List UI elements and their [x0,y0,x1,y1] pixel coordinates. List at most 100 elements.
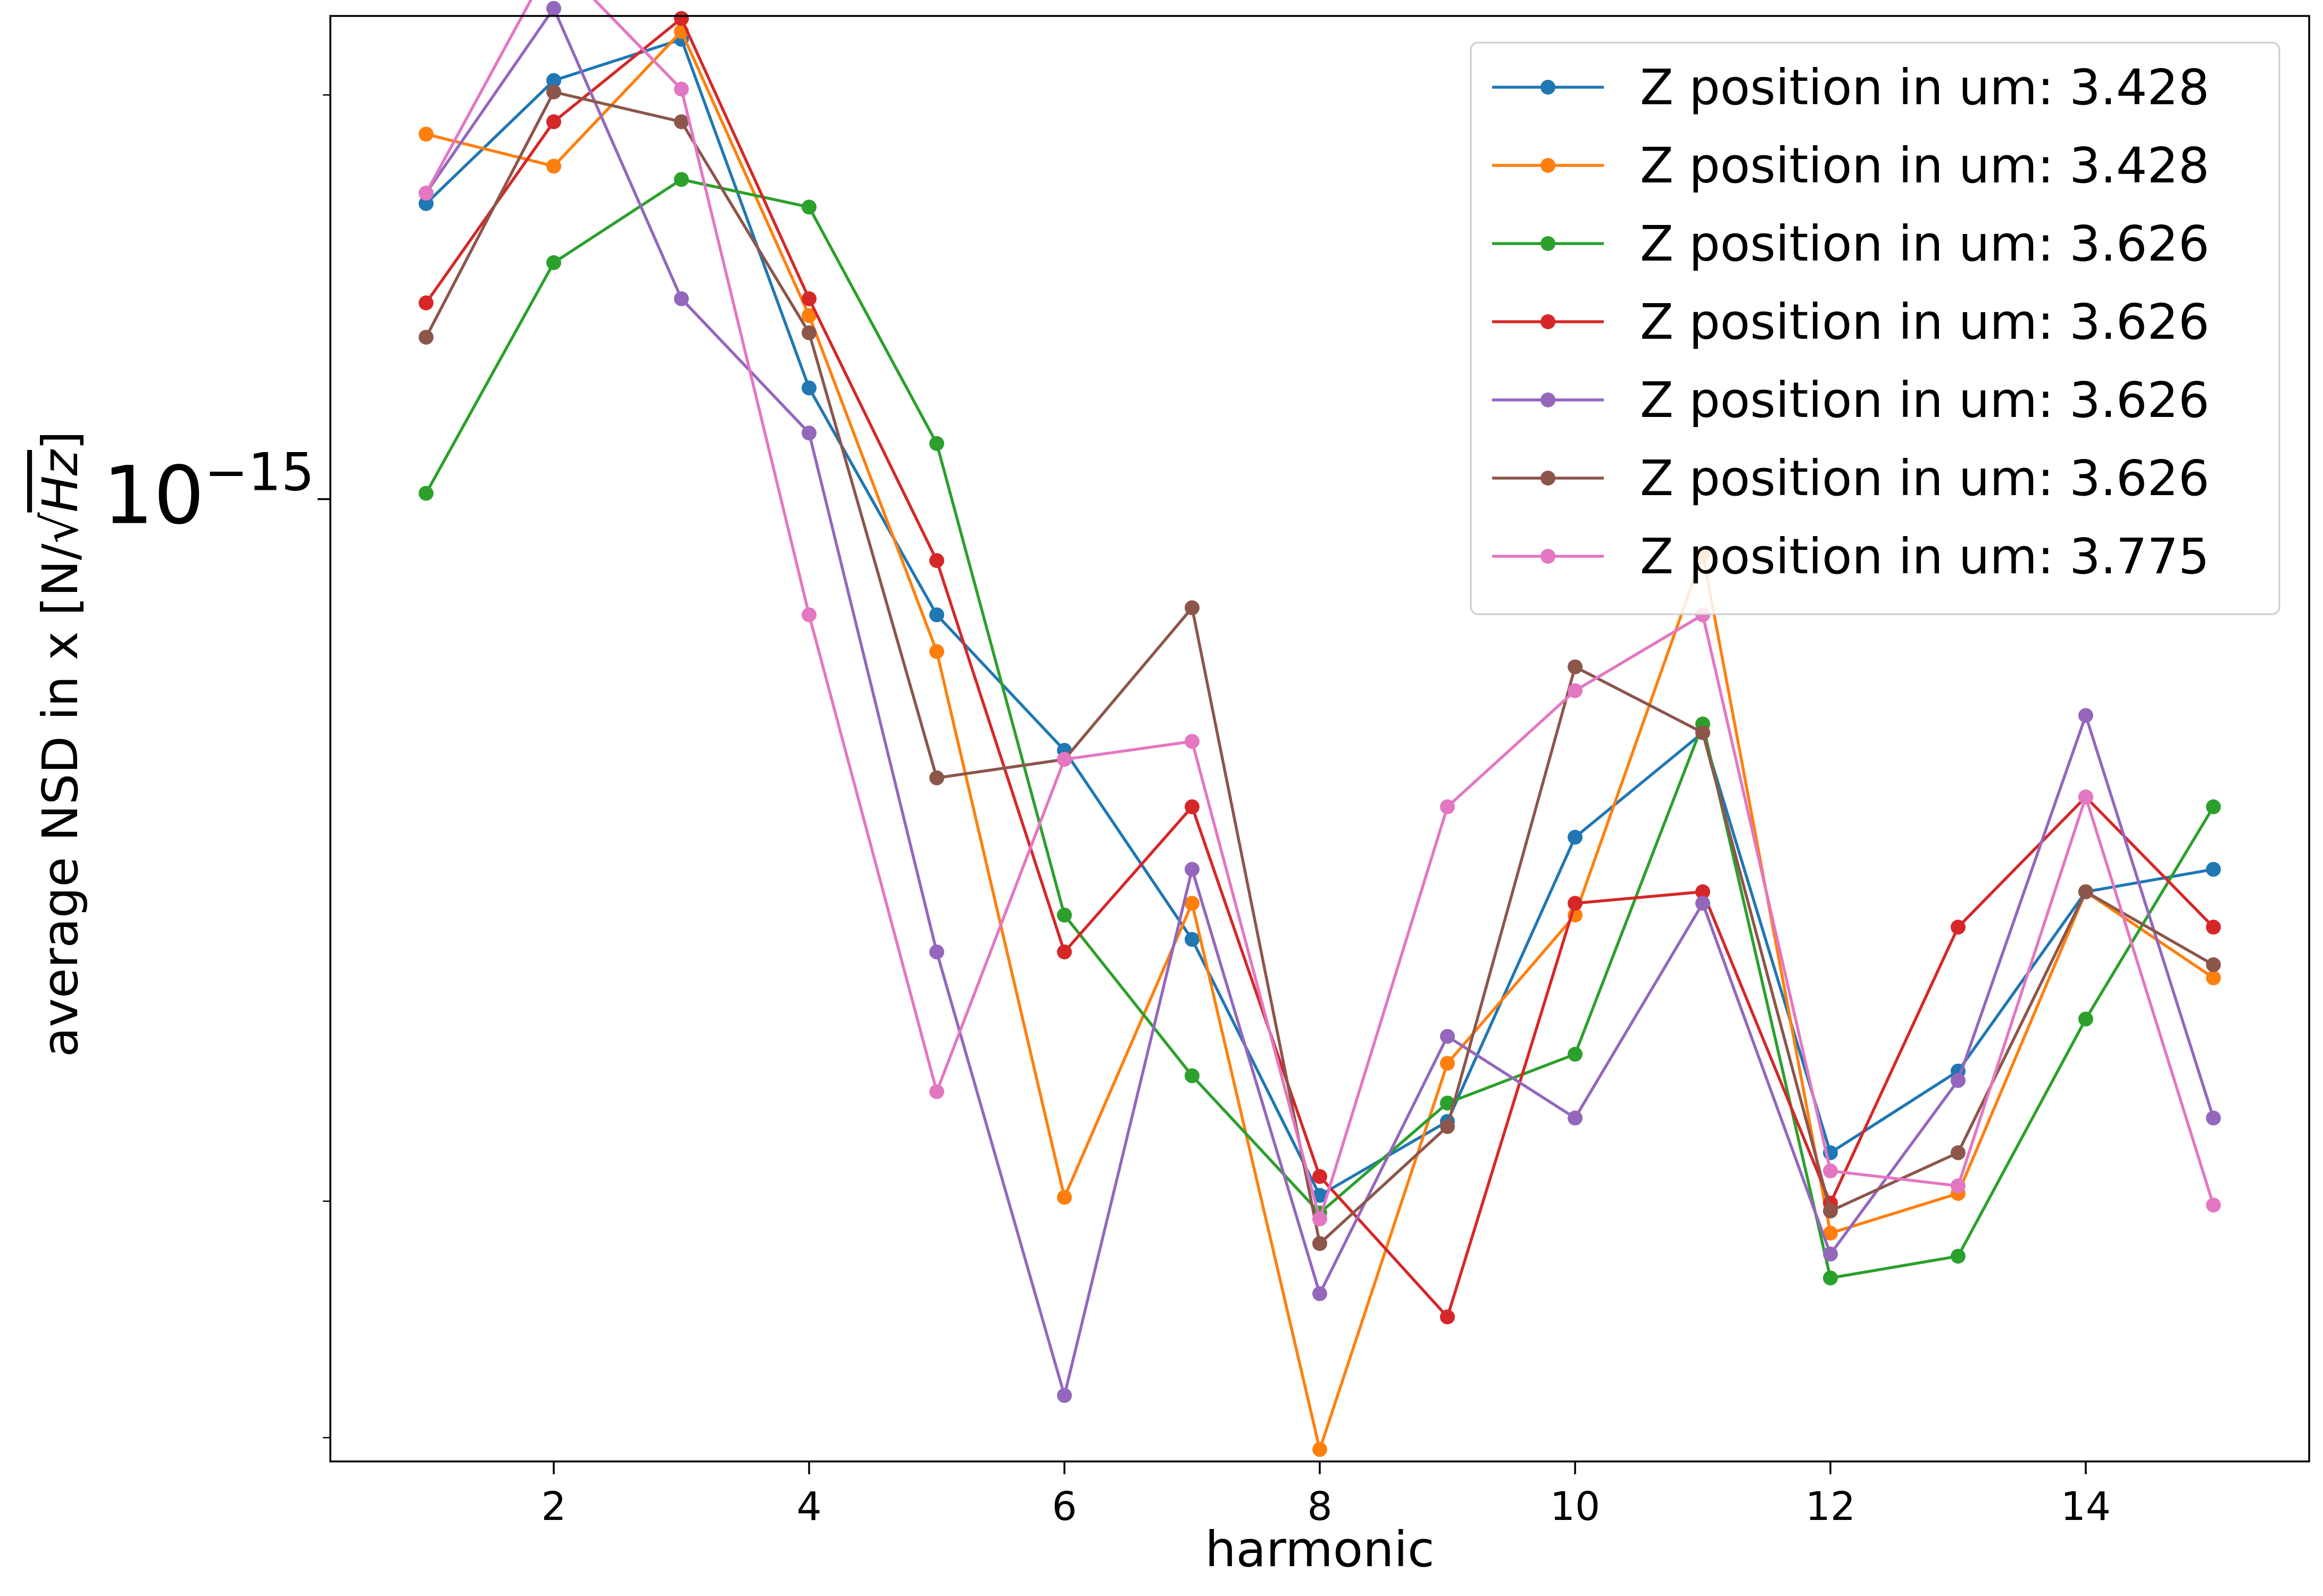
data-point [1823,1163,1838,1179]
data-point [1057,907,1072,923]
data-point [674,172,689,187]
y-axis-label-sqrt: √ [32,512,89,544]
data-point [2206,957,2221,973]
legend-marker [1541,314,1555,329]
data-point [1312,1188,1327,1203]
data-point [419,127,434,142]
data-point [1057,944,1072,959]
data-point [802,308,817,323]
data-point [1185,600,1200,615]
x-tick-label: 2 [541,1484,566,1530]
data-point [419,196,434,211]
y-axis-label-radicand: Hz [32,449,89,512]
data-point [929,770,944,786]
data-point [546,85,561,100]
legend-box [1470,41,2280,615]
data-point [1185,1068,1200,1083]
data-point [546,114,561,129]
data-point [419,186,434,201]
data-point [1312,1211,1327,1227]
data-point [802,380,817,396]
data-point [1951,1178,1966,1193]
y-tick-label-exponent: −15 [204,442,314,503]
data-point [419,486,434,501]
data-point [802,291,817,306]
data-point [802,325,817,340]
data-point [2206,862,2221,877]
data-point [674,291,689,306]
x-tick-label: 8 [1307,1484,1332,1530]
data-point [1312,1236,1327,1251]
data-point [1185,932,1200,947]
data-point [2206,799,2221,815]
data-point [1057,1388,1072,1403]
legend-label: Z position in um: 3.428 [1640,59,2210,116]
legend-label: Z position in um: 3.626 [1640,450,2210,507]
data-point [1951,920,1966,935]
data-point [1568,659,1583,674]
x-tick-label: 10 [1550,1484,1600,1530]
data-point [674,11,689,26]
data-point [929,553,944,569]
data-point [1568,830,1583,845]
data-point [1185,799,1200,815]
x-tick-label: 6 [1052,1484,1077,1530]
legend-marker [1541,236,1555,251]
series-5 [419,1,2221,1403]
data-point [2078,789,2093,805]
data-point [1440,1096,1455,1111]
data-point [1568,1047,1583,1062]
x-axis-label: harmonic [1205,1521,1434,1578]
data-point [546,1,561,16]
data-point [1312,1442,1327,1457]
data-point [1185,862,1200,877]
data-point [674,81,689,97]
data-point [1185,734,1200,749]
data-point [1185,896,1200,911]
data-point [546,158,561,174]
data-point [1823,1270,1838,1285]
data-point [2078,884,2093,899]
series-7 [419,0,2221,1227]
legend-item: Z position in um: 3.626 [1492,294,2210,350]
x-tick-label: 12 [1805,1484,1855,1530]
data-point [1440,1309,1455,1325]
data-point [1568,1110,1583,1126]
data-point [1951,1249,1966,1264]
legend-label: Z position in um: 3.626 [1640,215,2210,272]
legend-item: Z position in um: 3.626 [1492,450,2210,507]
data-point [1440,1119,1455,1134]
x-tick-label: 14 [2061,1484,2111,1530]
data-point [802,199,817,215]
data-point [1568,683,1583,698]
data-point [929,607,944,623]
y-axis-label: average NSD in x [N/√Hz] [32,431,89,1057]
data-point [929,944,944,959]
data-point [2206,970,2221,985]
legend-label: Z position in um: 3.626 [1640,372,2210,429]
legend-marker [1541,392,1555,407]
data-point [1440,1056,1455,1071]
data-point [802,425,817,441]
legend-marker [1541,158,1555,173]
data-point [1951,1145,1966,1160]
data-point [929,436,944,451]
data-point [419,330,434,345]
y-tick-label: 10−15 [103,442,314,542]
data-point [419,295,434,311]
y-tick-label-base: 10 [103,450,204,542]
data-point [1440,1029,1455,1044]
legend-item: Z position in um: 3.428 [1492,137,2210,194]
y-axis-label-text: average NSD in x [N/√Hz] [32,431,89,1057]
data-point [2206,1197,2221,1213]
legend-marker [1541,471,1555,486]
data-point [1695,725,1710,740]
legend-item: Z position in um: 3.775 [1492,528,2210,585]
data-point [802,607,817,623]
data-point [1057,1190,1072,1205]
data-point [674,114,689,129]
data-point [2078,1012,2093,1027]
y-axis-label-suffix: ] [32,431,89,450]
